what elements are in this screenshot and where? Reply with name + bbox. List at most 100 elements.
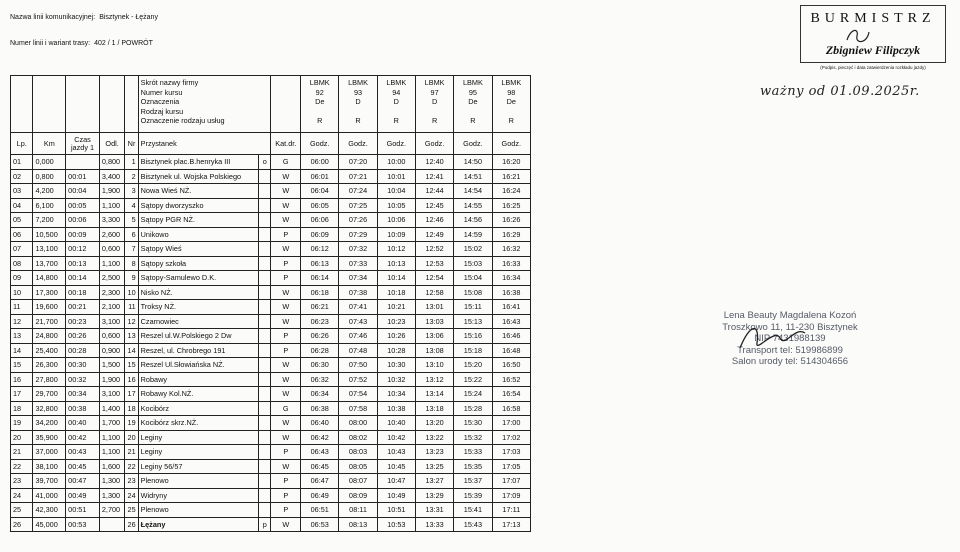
course-service: R: [431, 116, 438, 126]
cell: 15:20: [453, 357, 493, 373]
cell: 06:06: [300, 212, 340, 228]
cell: 1,300: [98, 473, 126, 489]
cell: W: [270, 386, 302, 402]
cell: 06:40: [300, 415, 340, 431]
course-marking: D: [431, 97, 438, 107]
cell: 00:32: [65, 371, 100, 387]
cell: 10:30: [376, 357, 416, 373]
cell: P: [270, 255, 302, 271]
cell: 06:49: [300, 487, 340, 503]
cell: 00:18: [65, 284, 100, 300]
cell: 12:44: [414, 183, 455, 199]
cell: 10:09: [376, 226, 416, 242]
cell: W: [270, 168, 302, 184]
cell: 02: [9, 168, 34, 184]
cell: 07: [9, 241, 34, 257]
cell: 13:14: [414, 386, 455, 402]
cell: W: [270, 284, 302, 300]
empty-cell: [98, 75, 126, 133]
cell: Kocibórz: [137, 400, 260, 416]
row: 20 35,900 00:42 1,100 20 Leginy W 06:42 08:02 10:…: [9, 429, 532, 445]
cell: W: [270, 212, 302, 228]
course-company: LBMK: [501, 78, 522, 87]
cell: 12:58: [414, 284, 455, 300]
cell: o: [258, 154, 272, 170]
cell: Troksy NŻ.: [137, 299, 260, 315]
cell: W: [270, 183, 302, 199]
cell: 7,200: [32, 212, 67, 228]
cell: 15:13: [453, 313, 493, 329]
stamp-line: Transport tel: 519986899: [737, 344, 843, 356]
cell: 06:01: [300, 168, 340, 184]
cell: 05: [9, 212, 34, 228]
cell: 16:43: [491, 313, 532, 329]
stamp-line: NIP 7431988139: [754, 333, 826, 344]
cell: W: [270, 458, 302, 474]
cell: Plenowo: [137, 502, 260, 518]
cell: W: [270, 241, 302, 257]
column-label: Godz.: [453, 132, 493, 155]
course-company: LBMK: [462, 78, 483, 87]
cell: 13:33: [414, 516, 455, 532]
cell: 23: [124, 473, 139, 489]
cell: [258, 487, 272, 503]
cell: G: [270, 400, 302, 416]
cell: 14: [9, 342, 34, 358]
cell: 18: [124, 400, 139, 416]
cell: 10:12: [376, 241, 416, 257]
cell: 12: [9, 313, 34, 329]
cell: Widryny: [137, 487, 260, 503]
cell: 1,900: [98, 183, 126, 199]
cell: 08: [9, 255, 34, 271]
cell: 1,100: [98, 197, 126, 213]
cell: 01: [9, 154, 34, 170]
cell: 00:01: [65, 168, 100, 184]
cell: 4: [124, 197, 139, 213]
column-label: Godz.: [491, 132, 532, 155]
cell: 14:59: [453, 226, 493, 242]
cell: 6,100: [32, 197, 67, 213]
stamp-line: Troszkowo 11, 11-230 Bisztynek: [722, 321, 858, 333]
cell: 00:28: [65, 342, 100, 358]
row: 12 21,700 00:23 3,100 12 Czarnowiec W 06:23 07:4…: [9, 313, 532, 329]
cell: [258, 502, 272, 518]
cell: 26: [124, 516, 139, 532]
cell: 41,000: [32, 487, 67, 503]
cell: 2,300: [98, 284, 126, 300]
row: 22 38,100 00:45 1,600 22 Leginy 56/57 W 06:45 08…: [9, 458, 532, 474]
cell: [65, 154, 100, 170]
row: 26 45,000 00:53 26 Łężany p W 06:53 08:13 10:53 13…: [9, 516, 532, 532]
cell: 00:34: [65, 386, 100, 402]
cell: 06:47: [300, 473, 340, 489]
cell: 10:18: [376, 284, 416, 300]
cell: 06:42: [300, 429, 340, 445]
cell: 16:50: [491, 357, 532, 373]
cell: 07:52: [338, 371, 378, 387]
course-marking: D: [355, 97, 361, 107]
cell: [258, 226, 272, 242]
cell: 06:13: [300, 255, 340, 271]
cell: 12:52: [414, 241, 455, 257]
label: Numer linii i wariant trasy:: [10, 40, 91, 47]
cell: 1,600: [98, 458, 126, 474]
cell: 07:54: [338, 386, 378, 402]
cell: 07:34: [338, 270, 378, 286]
course-number: 98: [507, 87, 516, 97]
cell: 21,700: [32, 313, 67, 329]
cell: [258, 429, 272, 445]
cell: 00:26: [65, 328, 100, 344]
cell: 16:41: [491, 299, 532, 315]
cell: 3,300: [98, 212, 126, 228]
line-number: Numer linii i wariant trasy: 402 / 1 / PO…: [10, 40, 157, 47]
cell: 17:02: [491, 429, 532, 445]
cell: 00:06: [65, 212, 100, 228]
cell: 16:21: [491, 168, 532, 184]
cell: 1,700: [98, 415, 126, 431]
row: 10 17,300 00:18 2,300 10 Nisko NŻ. W 06:18 07:38…: [9, 284, 532, 300]
cell: Reszel ul.W.Polskiego 2 Dw: [137, 328, 260, 344]
cell: 27,800: [32, 371, 67, 387]
cell: 19: [9, 415, 34, 431]
cell: 13:18: [414, 400, 455, 416]
cell: [258, 168, 272, 184]
cell: Robawy: [137, 371, 260, 387]
